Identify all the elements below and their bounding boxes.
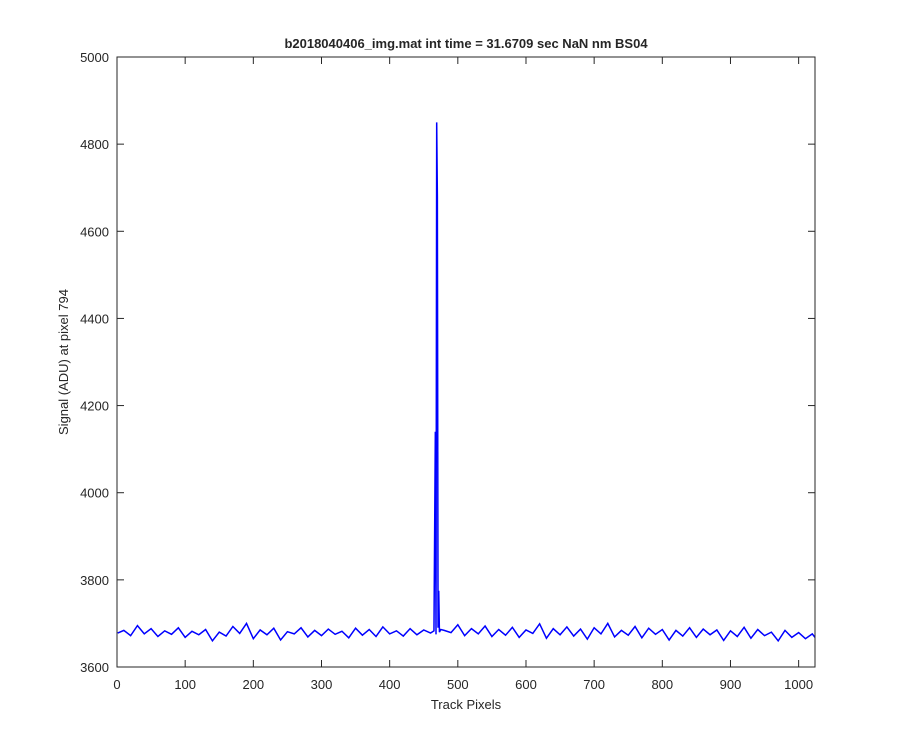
- y-tick-label: 4600: [80, 224, 109, 239]
- y-tick-label: 4000: [80, 486, 109, 501]
- x-tick-label: 900: [720, 677, 742, 692]
- x-axis-label: Track Pixels: [431, 697, 502, 712]
- x-tick-label: 100: [174, 677, 196, 692]
- x-tick-label: 700: [583, 677, 605, 692]
- chart-title: b2018040406_img.mat int time = 31.6709 s…: [284, 36, 648, 51]
- x-tick-label: 1000: [784, 677, 813, 692]
- y-axis-label: Signal (ADU) at pixel 794: [56, 289, 71, 435]
- x-tick-label: 200: [242, 677, 264, 692]
- y-tick-label: 4800: [80, 137, 109, 152]
- x-tick-label: 400: [379, 677, 401, 692]
- y-tick-label: 4200: [80, 399, 109, 414]
- x-tick-label: 0: [113, 677, 120, 692]
- axes-box: [116, 56, 816, 668]
- x-tick-label: 300: [311, 677, 333, 692]
- y-tick-label: 3600: [80, 660, 109, 675]
- y-tick-label: 3800: [80, 573, 109, 588]
- x-tick-label: 500: [447, 677, 469, 692]
- y-tick-label: 4400: [80, 311, 109, 326]
- y-tick-label: 5000: [80, 50, 109, 65]
- data-line: [117, 122, 816, 643]
- x-tick-label: 800: [651, 677, 673, 692]
- x-tick-label: 600: [515, 677, 537, 692]
